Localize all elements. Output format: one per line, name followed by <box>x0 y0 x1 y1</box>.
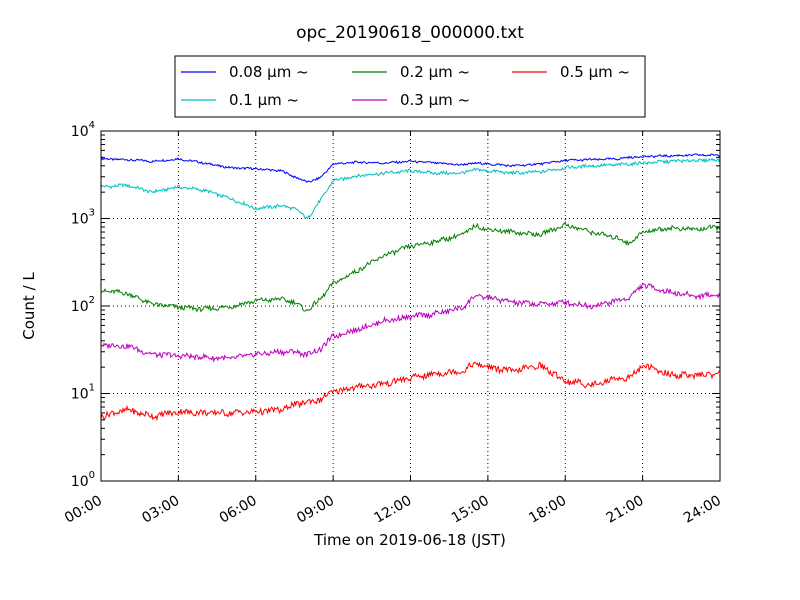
legend-label: 0.2 μm ~ <box>400 63 470 81</box>
chart-title: opc_20190618_000000.txt <box>296 23 524 43</box>
series-line-3 <box>100 283 721 363</box>
series-lines <box>100 153 721 422</box>
series-line-2 <box>101 221 721 313</box>
legend-label: 0.5 μm ~ <box>560 63 630 81</box>
legend: 0.08 μm ~ 0.1 μm ~ 0.2 μm ~ 0.3 μm ~ 0.5 μm … <box>174 55 646 118</box>
x-axis-label: Time on 2019-06-18 (JST) <box>313 531 506 549</box>
y-tick-label: 102 <box>71 295 95 315</box>
series-line-1 <box>100 157 721 219</box>
legend-frame <box>174 55 646 118</box>
y-tick-label: 100 <box>71 470 95 490</box>
series-line-0 <box>100 153 721 184</box>
legend-label: 0.3 μm ~ <box>400 91 470 109</box>
y-tick-label: 104 <box>71 120 95 140</box>
y-axis-label: Count / L <box>20 272 38 340</box>
y-tick-label: 103 <box>71 208 95 228</box>
y-tick-label: 101 <box>71 383 95 403</box>
legend-label: 0.1 μm ~ <box>229 91 299 109</box>
series-line-4 <box>100 361 721 422</box>
legend-label: 0.08 μm ~ <box>229 63 309 81</box>
